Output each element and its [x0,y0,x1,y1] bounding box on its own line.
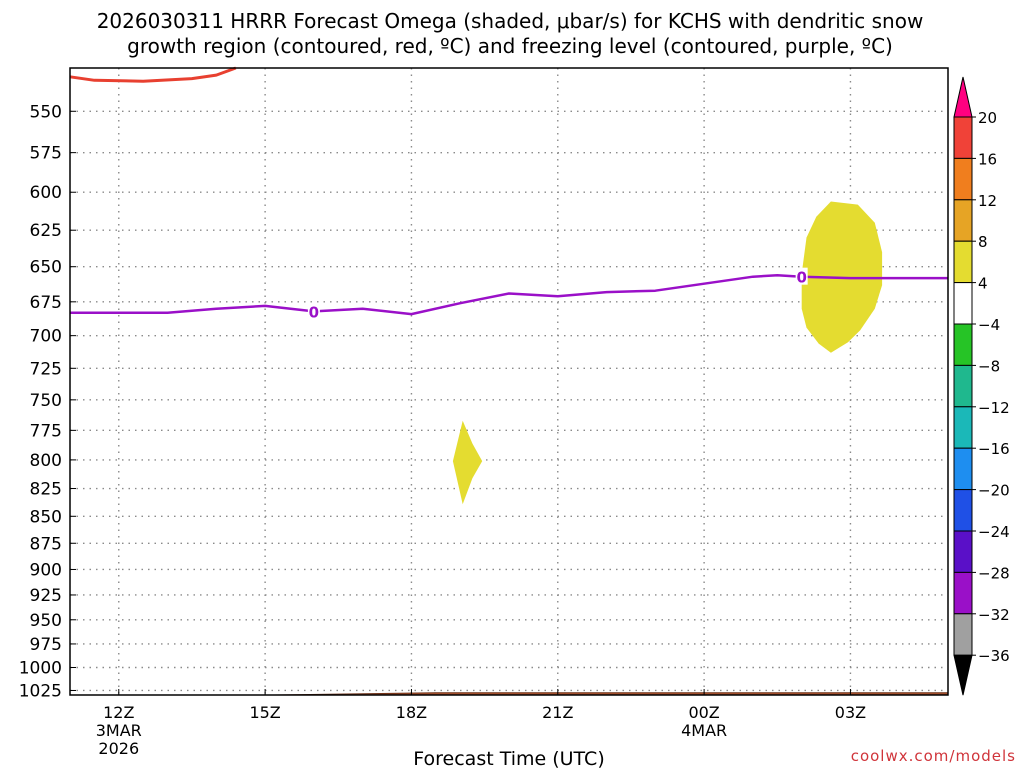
freezing-label-bg [307,302,320,320]
y-axis: 550 575 600 625 650 675 700 725 750 775 800 825 850 8… [19,102,76,701]
chart-title-line-2: growth region (contoured, red, ºC) and f… [127,34,893,58]
y-tick-label: 800 [30,451,62,471]
colorbar-band [953,406,973,449]
y-tick-label: 1000 [19,658,62,678]
colorbar-band [953,571,973,615]
x-tick-date-label: 3MAR [96,721,142,740]
colorbar-label: −12 [978,399,1010,417]
y-tick-label: 875 [30,534,62,554]
colorbar-band [953,447,973,491]
y-tick-label: 775 [30,421,62,441]
x-tick-label: 15Z [249,703,280,722]
x-tick-date-label: 4MAR [681,721,727,740]
colorbar-label: −16 [978,440,1010,458]
y-tick-label: 825 [30,480,62,500]
x-tick-label: 18Z [396,703,427,722]
freezing-level-label: 0 [796,269,806,287]
omega-region-2 [452,420,483,505]
colorbar-label: 16 [978,150,997,168]
x-tick-date-label: 2026 [98,739,139,758]
colorbar-band [953,157,973,201]
colorbar-band [953,240,973,284]
y-tick-label: 675 [30,293,62,313]
freezing-level-label: 0 [309,303,319,321]
x-tick-label: 21Z [542,703,573,722]
colorbar-bottom-arrow [953,654,973,696]
grid-lines [70,68,948,695]
colorbar-label: 8 [978,233,988,251]
colorbar-band [953,530,973,573]
y-tick-label: 925 [30,586,62,606]
colorbar-label: −28 [978,564,1010,582]
x-axis-title: Forecast Time (UTC) [413,748,604,768]
plot-background [70,68,948,695]
y-tick-label: 950 [30,611,62,631]
colorbar-label: −8 [978,357,1000,375]
colorbar-top-arrow [953,76,973,118]
colorbar-band [953,364,973,408]
y-tick-label: 725 [30,359,62,379]
colorbar-label: −32 [978,606,1010,624]
plot-frame [69,67,949,696]
plot-bg [70,68,948,695]
colorbar-label: 20 [978,109,997,127]
colorbar-label: −4 [978,316,1000,334]
plot-area: 00 [69,66,949,696]
colorbar-band [953,116,973,159]
colorbar-band [953,613,973,656]
x-tick-label: 03Z [835,703,866,722]
y-tick-label: 600 [30,183,62,203]
freezing-label-bg [795,267,808,285]
y-tick-label: 900 [30,560,62,580]
colorbar-label: −24 [978,523,1010,541]
y-tick-label: 650 [30,258,62,278]
colorbar-band [953,282,973,325]
chart-title-line-1: 2026030311 HRRR Forecast Omega (shaded, … [97,9,924,33]
dgz-contour-line [69,66,237,83]
x-tick-label: 12Z [103,703,134,722]
y-tick-label: 750 [30,391,62,411]
colorbar-label: 4 [978,275,988,293]
y-tick-label: 575 [30,144,62,164]
y-tick-label: 975 [30,635,62,655]
colorbar-label: 12 [978,192,997,210]
y-tick-label: 1025 [19,681,62,701]
colorbar: 20 16 12 8 4 −4 −8 −12 −16 −20 −24 −28 −32 −36 [953,76,1010,696]
credit-link[interactable]: coolwx.com/models [851,747,1016,765]
y-tick-label: 700 [30,327,62,347]
colorbar-band [953,489,973,532]
colorbar-band [953,323,973,366]
x-tick-label: 00Z [688,703,719,722]
contours: 00 [69,66,948,321]
y-tick-label: 850 [30,507,62,527]
colorbar-label: −20 [978,482,1010,500]
colorbar-label: −36 [978,647,1010,665]
y-tick-label: 625 [30,221,62,241]
colorbar-band [953,199,973,242]
y-tick-label: 550 [30,102,62,122]
